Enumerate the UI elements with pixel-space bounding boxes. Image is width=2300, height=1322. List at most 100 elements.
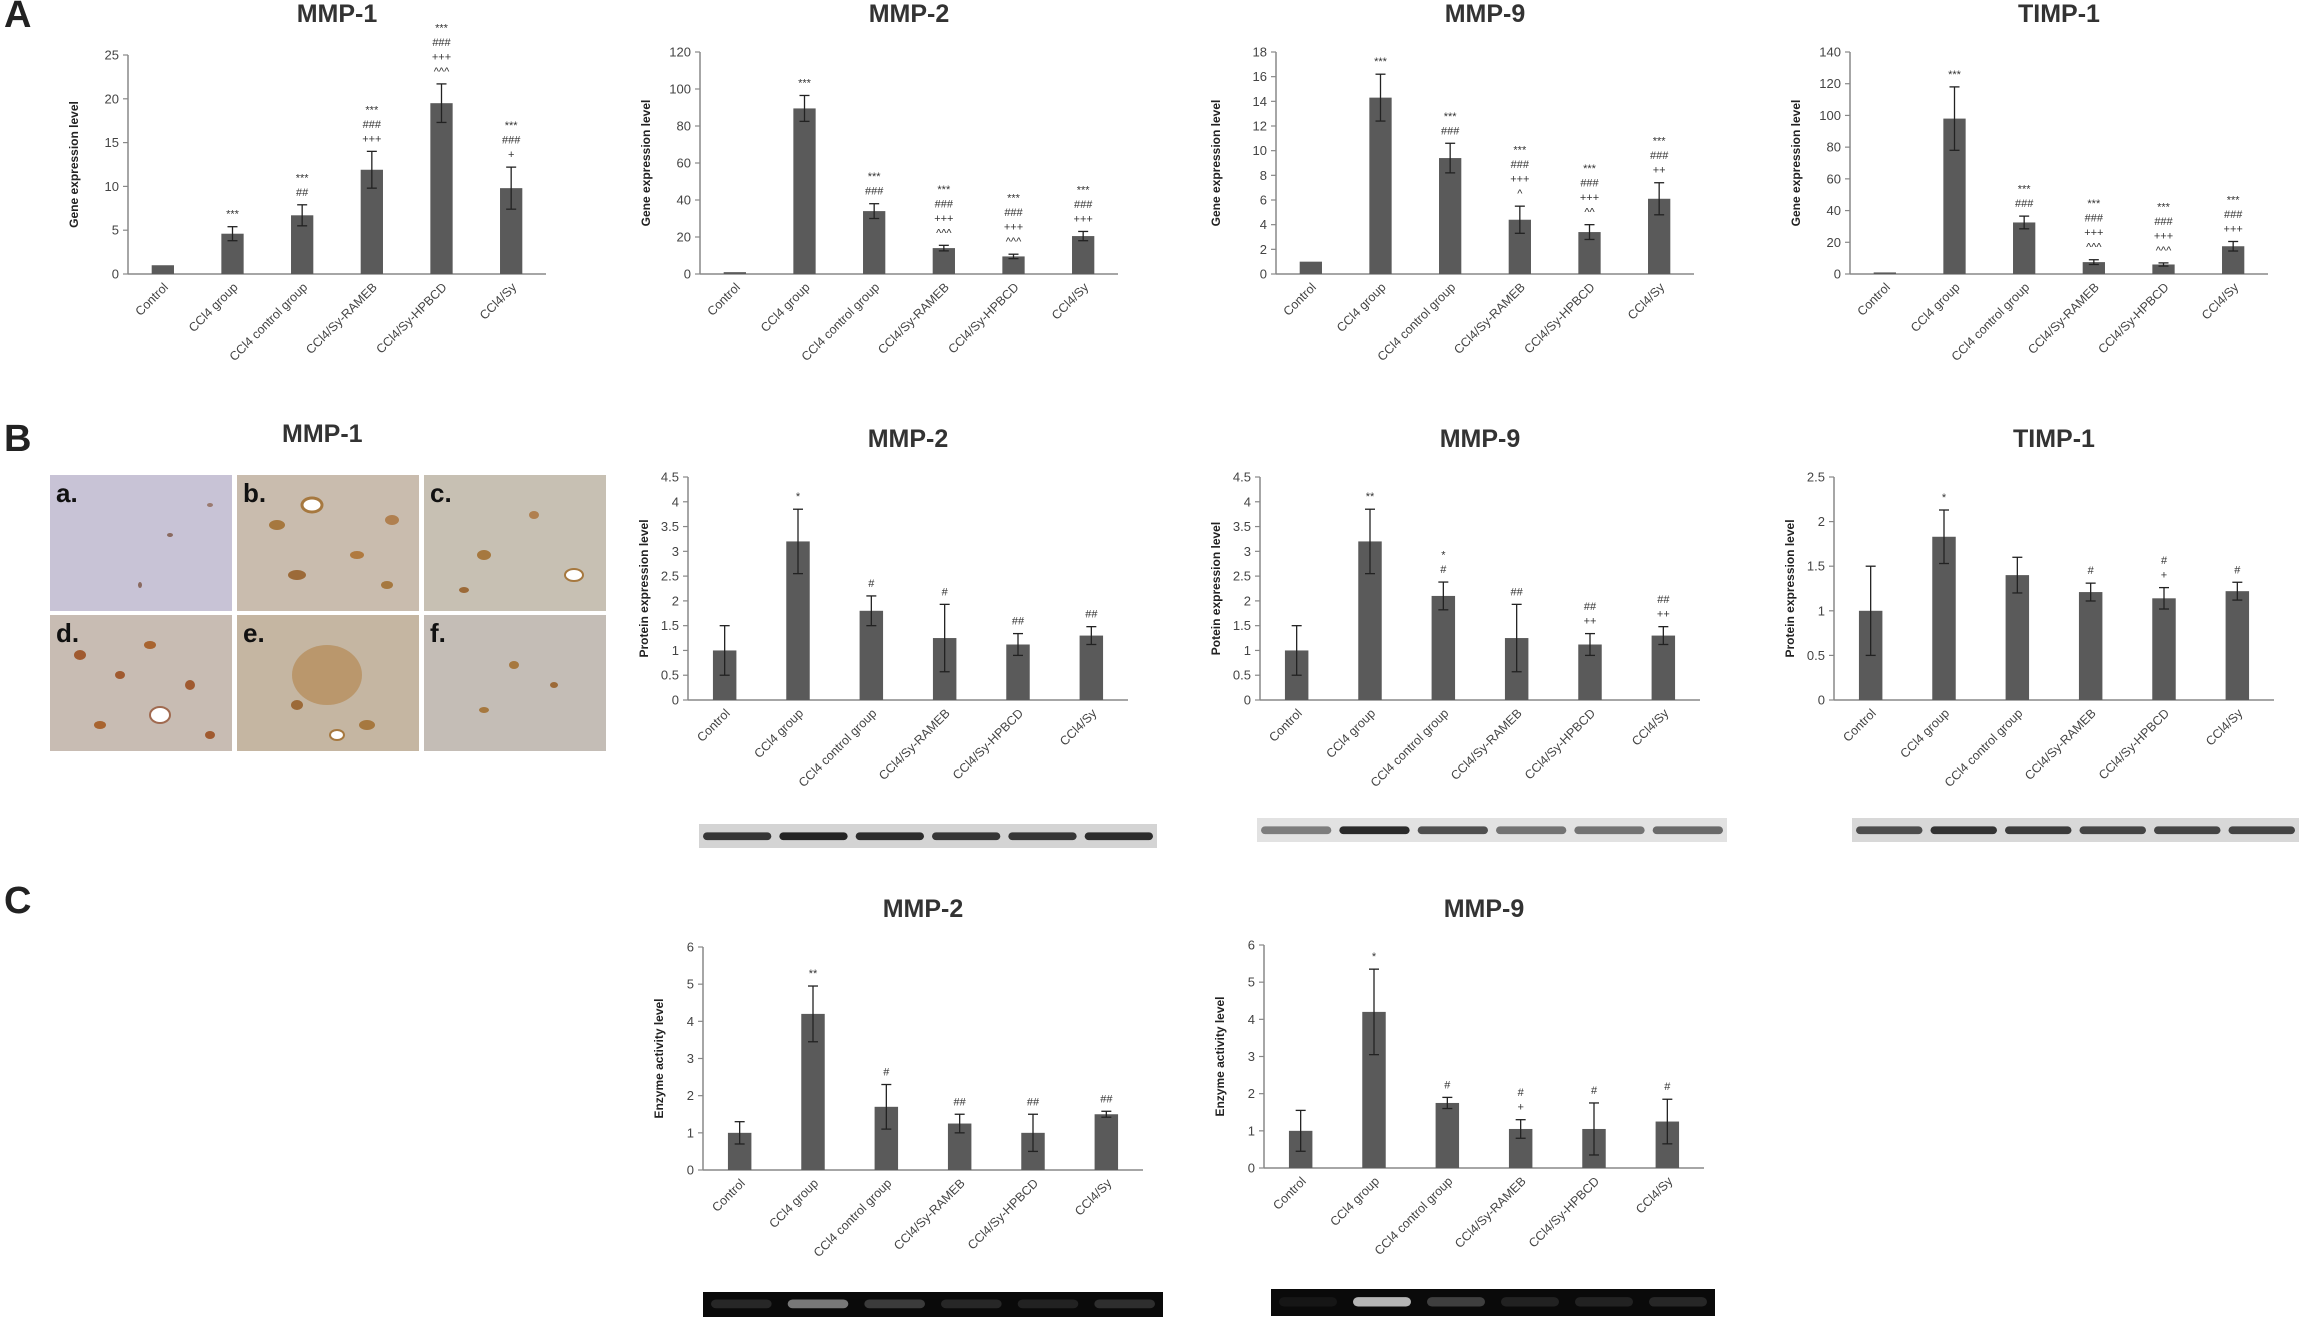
x-category-label: CCl4/Sy [477,280,520,323]
y-tick-label: 0 [1818,693,1825,708]
significance-label: *** [937,184,951,196]
ihc-tissue-image [424,475,606,611]
blot-band [932,832,1001,841]
significance-label: + [1517,1102,1523,1114]
y-tick-label: 3 [1244,544,1251,559]
ihc-tissue-image [424,615,606,751]
significance-label: ### [363,119,382,131]
x-category-label: Control [133,280,171,318]
ihc-label: d. [56,618,80,648]
y-tick-label: 3.5 [1233,519,1251,534]
blot-background [1257,818,1727,842]
bar [2078,592,2103,700]
y-tick-label: 16 [1253,69,1267,84]
x-category-label: CCl4/Sy [1057,706,1100,749]
ihc-label: c. [430,478,452,508]
y-tick-label: 4 [1260,217,1267,232]
y-tick-label: 40 [677,193,691,208]
bar [1358,541,1382,700]
x-category-label: CCl4 group [186,280,241,335]
ihc-tissue-image [237,475,419,611]
significance-label: *** [1653,136,1667,148]
bar [1439,158,1462,274]
y-tick-label: 1 [1248,1123,1255,1138]
chart-title: MMP-2 [868,425,949,453]
y-tick-label: 6 [687,940,694,955]
significance-label: ## [1511,586,1524,598]
y-tick-label: 4.5 [661,470,679,485]
bar [1362,1011,1386,1168]
x-category-label: CCl4/Sy-RAMEB [891,1176,968,1253]
y-axis-label: Gene expression level [67,101,81,228]
x-category-label: Control [705,280,743,318]
bar [1435,1102,1460,1168]
significance-label: +++ [1004,222,1023,234]
significance-label: ## [1027,1096,1040,1108]
x-category-label: CCl4/Sy-RAMEB [1451,280,1528,357]
x-category-label: Control [1266,706,1304,744]
bar-chart-a2: MMP-2 Gene expression level 0 20 40 60 80 100 12… [639,0,1118,364]
western-blot-mmp2 [699,824,1157,848]
x-category-label: Control [1840,706,1878,744]
significance-label: ## [1100,1093,1113,1105]
chart-title: MMP-9 [1445,0,1526,28]
bar [221,233,244,274]
significance-label: + [2161,570,2167,582]
y-tick-label: 5 [112,223,119,238]
x-category-label: CCl4/Sy-HPBCD [2096,706,2172,782]
y-tick-label: 12 [1253,119,1267,134]
significance-label: *** [1444,111,1458,123]
gel-band [787,1299,849,1309]
y-tick-label: 3 [1248,1049,1255,1064]
y-tick-label: 1.5 [661,618,679,633]
y-tick-label: 1 [672,643,679,658]
chart-title: TIMP-1 [2018,0,2100,28]
bar-chart-a1: MMP-1 Gene expression level 0 5 10 15 20 25 Cont… [67,0,546,364]
ihc-tile-e: e. [237,615,419,751]
significance-label: ++ [1653,165,1666,177]
y-tick-label: 14 [1253,94,1267,109]
bar [2013,222,2036,274]
significance-label: # [868,578,875,590]
bar [1002,256,1025,274]
bar [1431,595,1456,700]
bar [2225,591,2250,700]
significance-label: ### [1074,199,1093,211]
y-tick-label: 0.5 [1807,648,1825,663]
significance-label: ^^^ [1006,236,1022,248]
y-axis-label: Gene expression level [639,100,653,227]
bar-chart-b2: MMP-2 Protein expression level 0 0.5 1 1.5 2 2.… [637,425,1128,790]
bar [1079,635,1104,700]
y-tick-label: 0.5 [1233,668,1251,683]
bar-chart-b3: MMP-9 Potein expression level 0 0.5 1 1.5 2 2.5… [1209,425,1700,790]
significance-label: *** [505,120,519,132]
ihc-label: a. [56,478,78,508]
gel-band [711,1299,772,1309]
x-category-label: CCl4 group [752,706,807,761]
bar [1578,232,1601,274]
significance-label: +++ [1510,174,1529,186]
significance-label: # [1518,1087,1525,1099]
x-category-label: CCl4/Sy-HPBCD [965,1176,1041,1252]
y-tick-label: 0 [112,267,119,282]
significance-label: ### [1004,207,1023,219]
ihc-label: e. [243,618,265,648]
blot-band [1008,832,1077,841]
x-category-label: CCl4 control group [1942,706,2026,790]
y-tick-label: 80 [1827,140,1841,155]
bar [2082,262,2105,274]
significance-label: + [508,149,514,161]
y-tick-label: 5 [1248,975,1255,990]
y-tick-label: 100 [669,82,691,97]
x-category-label: CCl4/Sy [2203,706,2246,749]
significance-label: +++ [362,133,381,145]
significance-label: *** [435,22,449,34]
bar [1006,644,1030,700]
ihc-label: f. [430,618,446,648]
significance-label: ++ [1584,616,1597,628]
y-tick-label: 4 [1248,1012,1255,1027]
significance-label: *** [1583,163,1597,175]
significance-label: ### [1511,159,1530,171]
blot-band [855,832,924,841]
panel-letter-b: B [4,418,32,460]
